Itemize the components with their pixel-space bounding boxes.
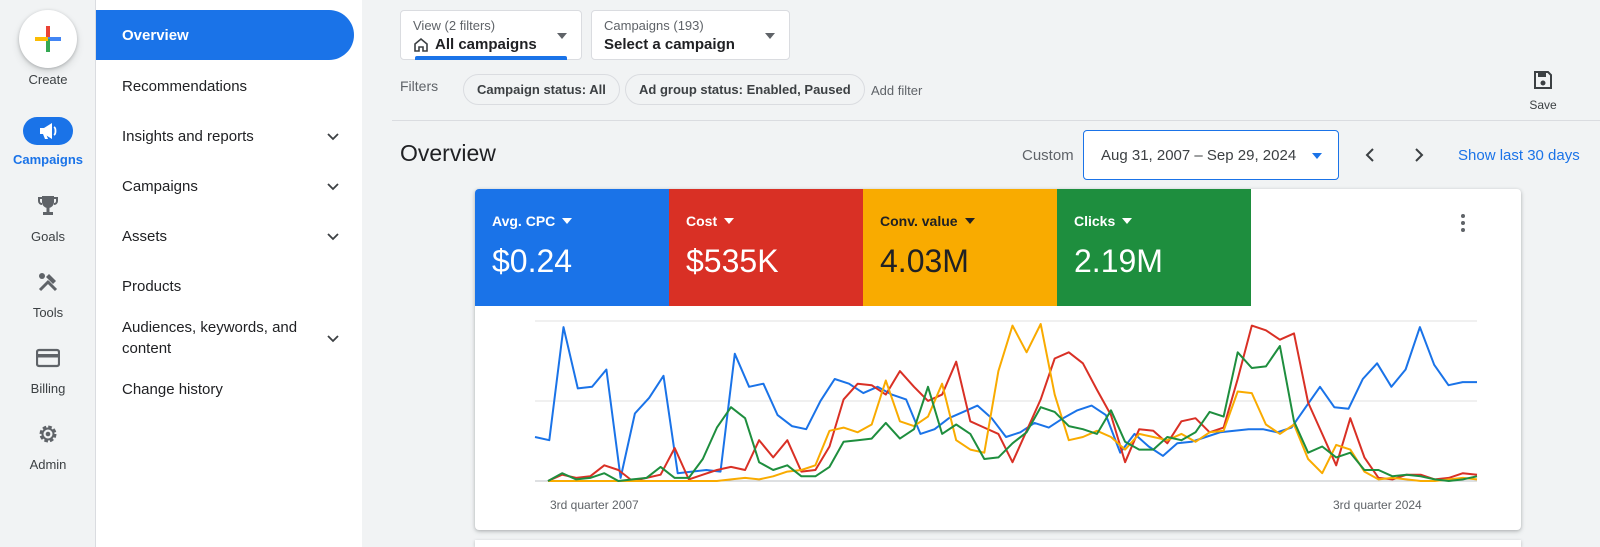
metric-name: Conv. value [880,213,958,229]
header-divider [392,120,1600,121]
metric-conv-value[interactable]: Conv. value 4.03M [863,189,1057,306]
dropdown-caret-icon [557,33,567,39]
trophy-icon [33,193,63,219]
metric-avg-cpc[interactable]: Avg. CPC $0.24 [475,189,669,306]
main-content: View (2 filters) All campaigns Campaigns… [362,0,1600,547]
save-label: Save [1529,98,1557,112]
nav-item-label: Audiences, keywords, and content [122,319,298,357]
next-period-button[interactable] [1404,140,1434,170]
campaign-selector-caption: Campaigns (193) [604,18,704,33]
nav-item-label: Insights and reports [122,127,254,145]
chevron-down-icon [327,233,339,241]
home-icon [414,37,428,52]
create-label: Create [28,72,68,87]
more-vert-icon [1461,214,1465,218]
credit-card-icon [33,345,63,371]
metric-value: $0.24 [492,243,573,279]
nav-item-label: Assets [122,227,168,245]
x-axis-end-label: 3rd quarter 2024 [1333,498,1422,512]
nav-item-campaigns[interactable]: Campaigns [96,165,354,207]
save-icon [1534,71,1552,89]
view-selector-underline [415,56,567,60]
nav-item-audiences-keywords-content[interactable]: Audiences, keywords, and content [96,313,354,363]
app-rail: Create Campaigns Goals Tools Billing Adm… [0,0,96,547]
campaign-selector[interactable]: Campaigns (193) Select a campaign [591,10,790,60]
series-line-cost [547,324,1478,482]
nav-item-label: Recommendations [122,77,248,95]
previous-period-button[interactable] [1355,140,1385,170]
view-selector-caption: View (2 filters) [413,18,496,33]
metric-value: 2.19M [1074,243,1163,279]
page-title: Overview [400,140,496,166]
caret-down-icon [562,218,573,224]
more-options-button[interactable] [1451,211,1475,235]
nav-item-products[interactable]: Products [96,265,354,307]
chevron-down-icon [327,133,339,141]
chevron-right-icon [1415,148,1424,162]
metric-name: Clicks [1074,213,1116,229]
megaphone-icon [23,117,73,145]
x-axis-start-label: 3rd quarter 2007 [550,498,639,512]
overview-card: Avg. CPC $0.24 Cost $535K Conv. value 4.… [475,189,1521,530]
view-selector-value: All campaigns [435,36,537,53]
chevron-down-icon [327,335,339,343]
caret-down-icon [1122,218,1133,224]
caret-down-icon [964,218,975,224]
next-card-edge [475,540,1521,547]
nav-item-change-history[interactable]: Change history [96,368,354,410]
nav-item-assets[interactable]: Assets [96,215,354,257]
gear-icon [33,421,63,447]
date-range-value: Aug 31, 2007 – Sep 29, 2024 [1101,147,1297,164]
series-line-avg-cpc [534,326,1477,479]
filters-label: Filters [400,78,439,94]
date-range-picker[interactable]: Aug 31, 2007 – Sep 29, 2024 [1083,130,1339,180]
rail-label-billing: Billing [30,381,66,396]
metric-value: $535K [686,243,779,279]
caret-down-icon [724,218,735,224]
rail-label-campaigns: Campaigns [12,152,84,167]
rail-item-billing[interactable]: Billing [0,345,96,409]
rail-label-tools: Tools [32,305,64,320]
add-filter-button[interactable]: Add filter [871,83,923,98]
chevron-down-icon [327,183,339,191]
performance-line-chart [534,320,1478,482]
rail-item-admin[interactable]: Admin [0,421,96,485]
campaign-selector-value: Select a campaign [604,36,735,53]
rail-label-admin: Admin [29,457,67,472]
nav-item-label: Overview [122,26,189,44]
filter-chip-campaign-status[interactable]: Campaign status: All [463,74,620,105]
rail-item-tools[interactable]: Tools [0,269,96,333]
dropdown-caret-icon [765,33,775,39]
series-line-clicks [547,345,1478,482]
save-button[interactable]: Save [1517,67,1569,115]
metric-name: Avg. CPC [492,213,556,229]
date-range-type-label: Custom [1022,147,1074,164]
nav-item-insights-and-reports[interactable]: Insights and reports [96,115,354,157]
plus-icon [35,26,61,52]
show-last-30-days-link[interactable]: Show last 30 days [1458,147,1580,164]
dropdown-caret-icon [1312,153,1322,159]
rail-item-goals[interactable]: Goals [0,193,96,257]
nav-panel: Overview Recommendations Insights and re… [96,0,362,547]
metric-clicks[interactable]: Clicks 2.19M [1057,189,1251,306]
rail-item-campaigns[interactable]: Campaigns [0,117,96,181]
create-button[interactable] [19,10,77,68]
nav-item-label: Campaigns [122,177,198,195]
view-selector[interactable]: View (2 filters) All campaigns [400,10,582,60]
chevron-left-icon [1365,148,1374,162]
tools-icon [33,269,63,295]
filter-chip-ad-group-status[interactable]: Ad group status: Enabled, Paused [625,74,865,105]
metric-value: 4.03M [880,243,969,279]
metric-name: Cost [686,213,718,229]
nav-item-label: Products [122,277,182,295]
metric-cost[interactable]: Cost $535K [669,189,863,306]
series-line-conv-value [548,323,1478,482]
nav-item-overview[interactable]: Overview [96,10,354,60]
nav-item-label: Change history [122,380,223,398]
nav-item-recommendations[interactable]: Recommendations [96,65,354,107]
rail-label-goals: Goals [31,229,65,244]
